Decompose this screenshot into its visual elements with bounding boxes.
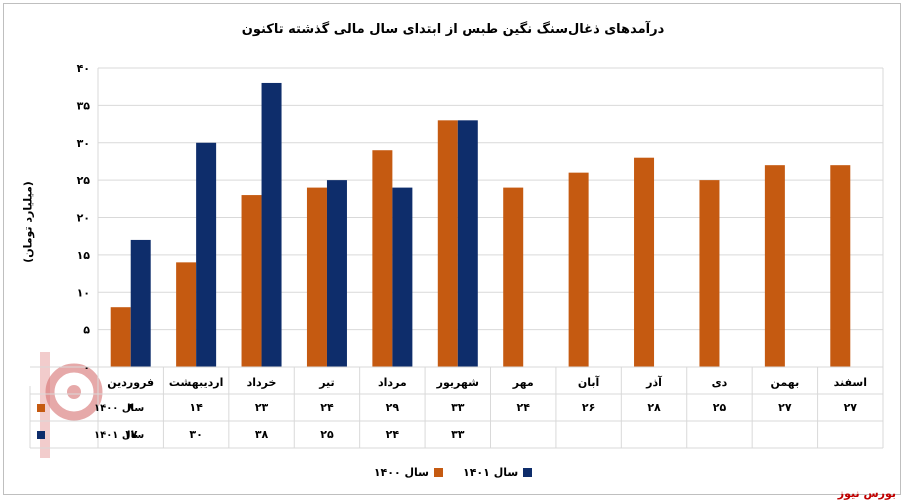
data-label: ۱۷ — [124, 428, 138, 441]
y-tick-label: ۲۵ — [77, 174, 91, 187]
bar-1400-7 — [503, 187, 524, 367]
legend-item-1401: سال ۱۴۰۱ — [463, 466, 533, 479]
bar-1400-1 — [110, 307, 131, 367]
category-label: شهریور — [436, 376, 479, 389]
category-label: مرداد — [378, 376, 407, 389]
y-tick-label: ۴۰ — [77, 62, 90, 75]
bar-1400-8 — [568, 172, 589, 367]
legend-item-1400: سال ۱۴۰۰ — [374, 466, 443, 479]
data-label: ۲۶ — [582, 401, 595, 414]
bar-1400-9 — [634, 157, 655, 367]
bar-1400-5 — [372, 150, 393, 367]
category-label: اسفند — [834, 376, 867, 389]
data-label: ۳۸ — [255, 428, 269, 441]
bar-1401-3 — [261, 82, 282, 367]
bar-1401-6 — [457, 120, 478, 367]
legend: سال ۱۴۰۰ سال ۱۴۰۱ — [0, 466, 906, 479]
data-label: ۲۹ — [386, 401, 400, 414]
y-tick-label: ۱۰ — [77, 286, 90, 299]
y-tick-label: ۱۵ — [77, 249, 91, 262]
category-label: دی — [712, 376, 728, 389]
category-label: خرداد — [247, 376, 277, 389]
table-swatch-1400 — [37, 404, 45, 412]
legend-label-1400: سال ۱۴۰۰ — [373, 466, 429, 479]
data-label: ۲۷ — [778, 401, 792, 414]
data-label: ۲۷ — [844, 401, 858, 414]
category-label: بهمن — [771, 376, 800, 389]
table-swatch-1401 — [37, 431, 45, 439]
data-label: ۲۳ — [255, 401, 269, 414]
bar-1400-6 — [437, 120, 458, 367]
data-label: ۱۴ — [189, 401, 203, 414]
data-label: ۲۴ — [516, 401, 530, 414]
bar-1401-4 — [326, 180, 347, 367]
data-label: ۳۳ — [451, 401, 465, 414]
category-label: تیر — [318, 376, 334, 389]
bar-1401-5 — [392, 187, 413, 367]
category-label: آبان — [578, 375, 600, 389]
bar-1400-2 — [176, 262, 197, 367]
data-label: ۲۴ — [320, 401, 334, 414]
table-series-name: سال ۱۴۰۱ — [94, 430, 144, 441]
chart-title: درآمدهای ذغال‌سنگ نگین طبس از ابتدای سال… — [241, 22, 665, 37]
category-label: آذر — [645, 375, 662, 389]
y-tick-label: ۵ — [83, 324, 90, 337]
category-label: مهر — [512, 376, 534, 389]
data-label: ۲۸ — [647, 401, 661, 414]
legend-swatch-1400 — [434, 468, 443, 477]
data-table: فروردین اردیبهشت خرداد تیر مرداد شهریور مهر آبا… — [29, 366, 884, 449]
data-label: ۳۰ — [189, 428, 202, 441]
y-tick-labels: ۰۵۱۰۱۵۲۰۲۵۳۰۳۵۴۰ — [77, 62, 91, 374]
bar-1400-4 — [306, 187, 327, 367]
data-label: ۸ — [127, 401, 134, 414]
bar-1401-2 — [196, 142, 217, 367]
table-series-name: سال ۱۴۰۰ — [94, 403, 144, 414]
source-label: بورس نیوز — [837, 487, 896, 500]
bar-1401-1 — [130, 239, 151, 367]
bars — [110, 82, 851, 367]
y-tick-label: ۲۰ — [77, 212, 90, 225]
y-tick-label: ۳۰ — [77, 137, 90, 150]
data-label: ۳۳ — [451, 428, 465, 441]
legend-swatch-1401 — [523, 468, 533, 477]
category-label: اردیبهشت — [169, 376, 223, 389]
bar-1400-3 — [241, 195, 262, 367]
bar-1400-12 — [830, 165, 851, 367]
data-label: ۲۴ — [386, 428, 400, 441]
legend-label-1401: سال ۱۴۰۱ — [463, 466, 519, 479]
y-tick-label: ۳۵ — [77, 99, 91, 112]
bar-1400-10 — [699, 180, 720, 367]
watermark-logo-dot — [67, 385, 81, 399]
data-label: ۲۵ — [713, 401, 727, 414]
bar-1400-11 — [764, 165, 785, 367]
category-label: فروردین — [107, 376, 154, 389]
data-label: ۲۵ — [320, 428, 334, 441]
